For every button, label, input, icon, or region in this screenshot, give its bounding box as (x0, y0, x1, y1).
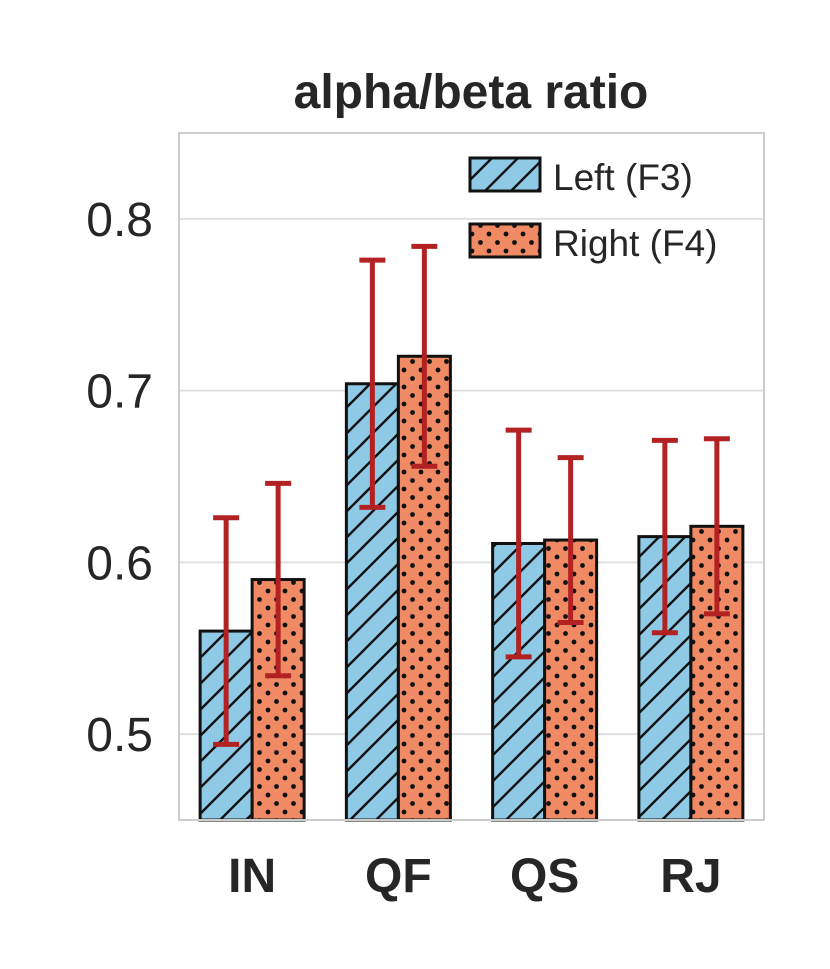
bars (198, 354, 745, 822)
x-tick-label: QS (510, 850, 579, 903)
error-bars (213, 243, 730, 747)
x-axis-ticks: IN QF QS RJ (228, 850, 721, 903)
x-tick-label: IN (228, 850, 276, 903)
x-tick-label: RJ (660, 850, 721, 903)
chart-title: alpha/beta ratio (294, 66, 649, 119)
error-bar (359, 257, 386, 510)
legend-swatch-right (468, 222, 542, 259)
error-bar (265, 480, 292, 679)
y-tick-label: 0.5 (86, 709, 153, 762)
error-bar (505, 427, 532, 660)
y-tick-label: 0.8 (86, 194, 153, 247)
error-bar (411, 243, 438, 469)
error-bar (557, 455, 584, 625)
error-bar (651, 437, 678, 636)
y-tick-label: 0.6 (86, 537, 153, 590)
legend-label-left: Left (F3) (553, 157, 693, 198)
legend-label-right: Right (F4) (553, 223, 717, 264)
legend-swatch-left (468, 156, 542, 193)
y-axis-ticks: 0.5 0.6 0.7 0.8 (86, 194, 153, 762)
legend: Left (F3) Right (F4) (468, 156, 717, 264)
error-bar (213, 515, 240, 747)
x-tick-label: QF (365, 850, 432, 903)
plot-frame (178, 132, 765, 821)
y-tick-label: 0.7 (86, 366, 153, 419)
error-bar (703, 436, 730, 617)
